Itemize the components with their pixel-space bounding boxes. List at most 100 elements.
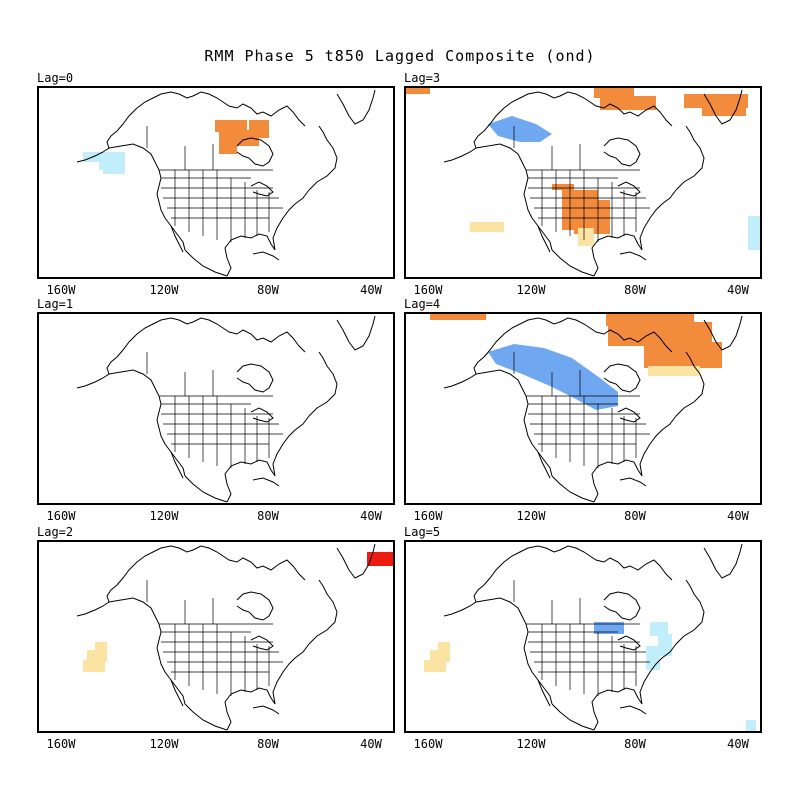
anomaly-cell xyxy=(103,168,125,174)
map-lag-1 xyxy=(37,312,395,505)
anomaly-cell xyxy=(438,642,450,652)
coastline xyxy=(603,363,641,393)
anomaly-cell xyxy=(367,552,395,566)
anomaly-cell xyxy=(600,96,656,110)
coastline xyxy=(224,643,310,731)
coastline xyxy=(675,351,705,417)
coastline xyxy=(184,703,228,731)
coastlines xyxy=(76,543,376,731)
coastline xyxy=(591,643,677,731)
coastline xyxy=(443,356,485,389)
coastline xyxy=(108,597,186,705)
lon-axis: 160W 120W 80W 40W xyxy=(404,509,762,525)
lon-tick: 40W xyxy=(727,737,749,751)
anomaly-cell xyxy=(648,366,700,376)
coastline xyxy=(308,579,338,645)
coastline xyxy=(252,705,280,715)
anomaly-cell xyxy=(87,650,107,662)
coastline xyxy=(475,597,553,705)
anomaly-region xyxy=(488,344,618,410)
lon-tick: 160W xyxy=(46,283,76,297)
lon-tick: 40W xyxy=(727,509,749,523)
coastline xyxy=(617,407,641,423)
anomaly-cell xyxy=(430,650,450,662)
map-lag-5 xyxy=(404,540,762,733)
coastline xyxy=(76,356,118,389)
coastline xyxy=(336,315,376,351)
coastline xyxy=(236,137,274,167)
coastline xyxy=(108,369,186,477)
anomaly-shading xyxy=(83,552,395,672)
lon-tick: 80W xyxy=(624,737,646,751)
map-lag-4 xyxy=(404,312,762,505)
coastline xyxy=(591,415,677,503)
coastline xyxy=(603,591,641,621)
lon-tick: 120W xyxy=(516,283,546,297)
map-frame xyxy=(37,312,395,505)
anomaly-cell xyxy=(748,216,760,250)
anomaly-cell xyxy=(249,120,269,138)
coastline xyxy=(170,225,184,253)
coastline xyxy=(116,545,306,586)
lon-tick: 80W xyxy=(257,509,279,523)
coastline xyxy=(483,91,673,132)
anomaly-cell xyxy=(219,144,237,154)
coastline xyxy=(483,317,673,358)
map-frame xyxy=(404,540,762,733)
anomaly-cell xyxy=(95,642,107,652)
coastline xyxy=(551,703,595,731)
panel-lag-0: Lag=0 160W 120W 80W 40W xyxy=(37,71,395,297)
coastline xyxy=(703,315,743,351)
coastline xyxy=(443,130,485,163)
anomaly-cell xyxy=(578,228,594,246)
map-frame xyxy=(37,540,395,733)
coastline xyxy=(76,584,118,617)
lon-axis: 160W 120W 80W 40W xyxy=(37,283,395,299)
anomaly-shading xyxy=(404,86,760,250)
anomaly-cell xyxy=(684,94,748,108)
anomaly-cell xyxy=(746,720,756,732)
coastline xyxy=(675,579,705,645)
anomaly-cell xyxy=(430,312,486,320)
anomaly-shading xyxy=(83,120,269,174)
lon-tick: 120W xyxy=(516,509,546,523)
panel-lag-2: Lag=2 160W 120W 80W 40W xyxy=(37,525,395,751)
anomaly-region xyxy=(488,116,552,142)
coastlines xyxy=(443,543,743,731)
lon-tick: 40W xyxy=(727,283,749,297)
coastline xyxy=(551,249,595,277)
coastlines xyxy=(76,315,376,503)
panel-lag-4: Lag=4 160W 120W 80W 40W xyxy=(404,297,762,523)
map-frame xyxy=(404,86,762,279)
panel-label: Lag=0 xyxy=(37,71,74,85)
political-boundaries xyxy=(146,126,283,242)
panel-label: Lag=3 xyxy=(404,71,441,85)
map-frame xyxy=(37,86,395,279)
lon-tick: 120W xyxy=(149,283,179,297)
coastline xyxy=(116,91,306,132)
anomaly-cell xyxy=(594,622,624,634)
panel-label: Lag=1 xyxy=(37,297,74,311)
coastline xyxy=(703,543,743,579)
lon-tick: 160W xyxy=(413,283,443,297)
map-lag-0 xyxy=(37,86,395,279)
anomaly-cell xyxy=(404,86,430,94)
coastlines xyxy=(443,315,743,503)
anomaly-cell xyxy=(650,622,668,636)
lon-tick: 80W xyxy=(624,509,646,523)
anomaly-cell xyxy=(424,660,446,672)
anomaly-cell xyxy=(470,222,504,232)
coastline xyxy=(236,363,274,393)
coastline xyxy=(224,415,310,503)
coastline xyxy=(537,225,551,253)
coastline xyxy=(603,137,641,167)
anomaly-cell xyxy=(552,184,574,190)
coastline xyxy=(252,477,280,487)
anomaly-cell xyxy=(646,646,660,670)
panel-lag-1: Lag=1 160W 120W 80W 40W xyxy=(37,297,395,523)
coastline xyxy=(116,317,306,358)
lon-tick: 160W xyxy=(46,737,76,751)
panel-label: Lag=2 xyxy=(37,525,74,539)
lon-tick: 120W xyxy=(516,737,546,751)
lon-tick: 80W xyxy=(257,283,279,297)
